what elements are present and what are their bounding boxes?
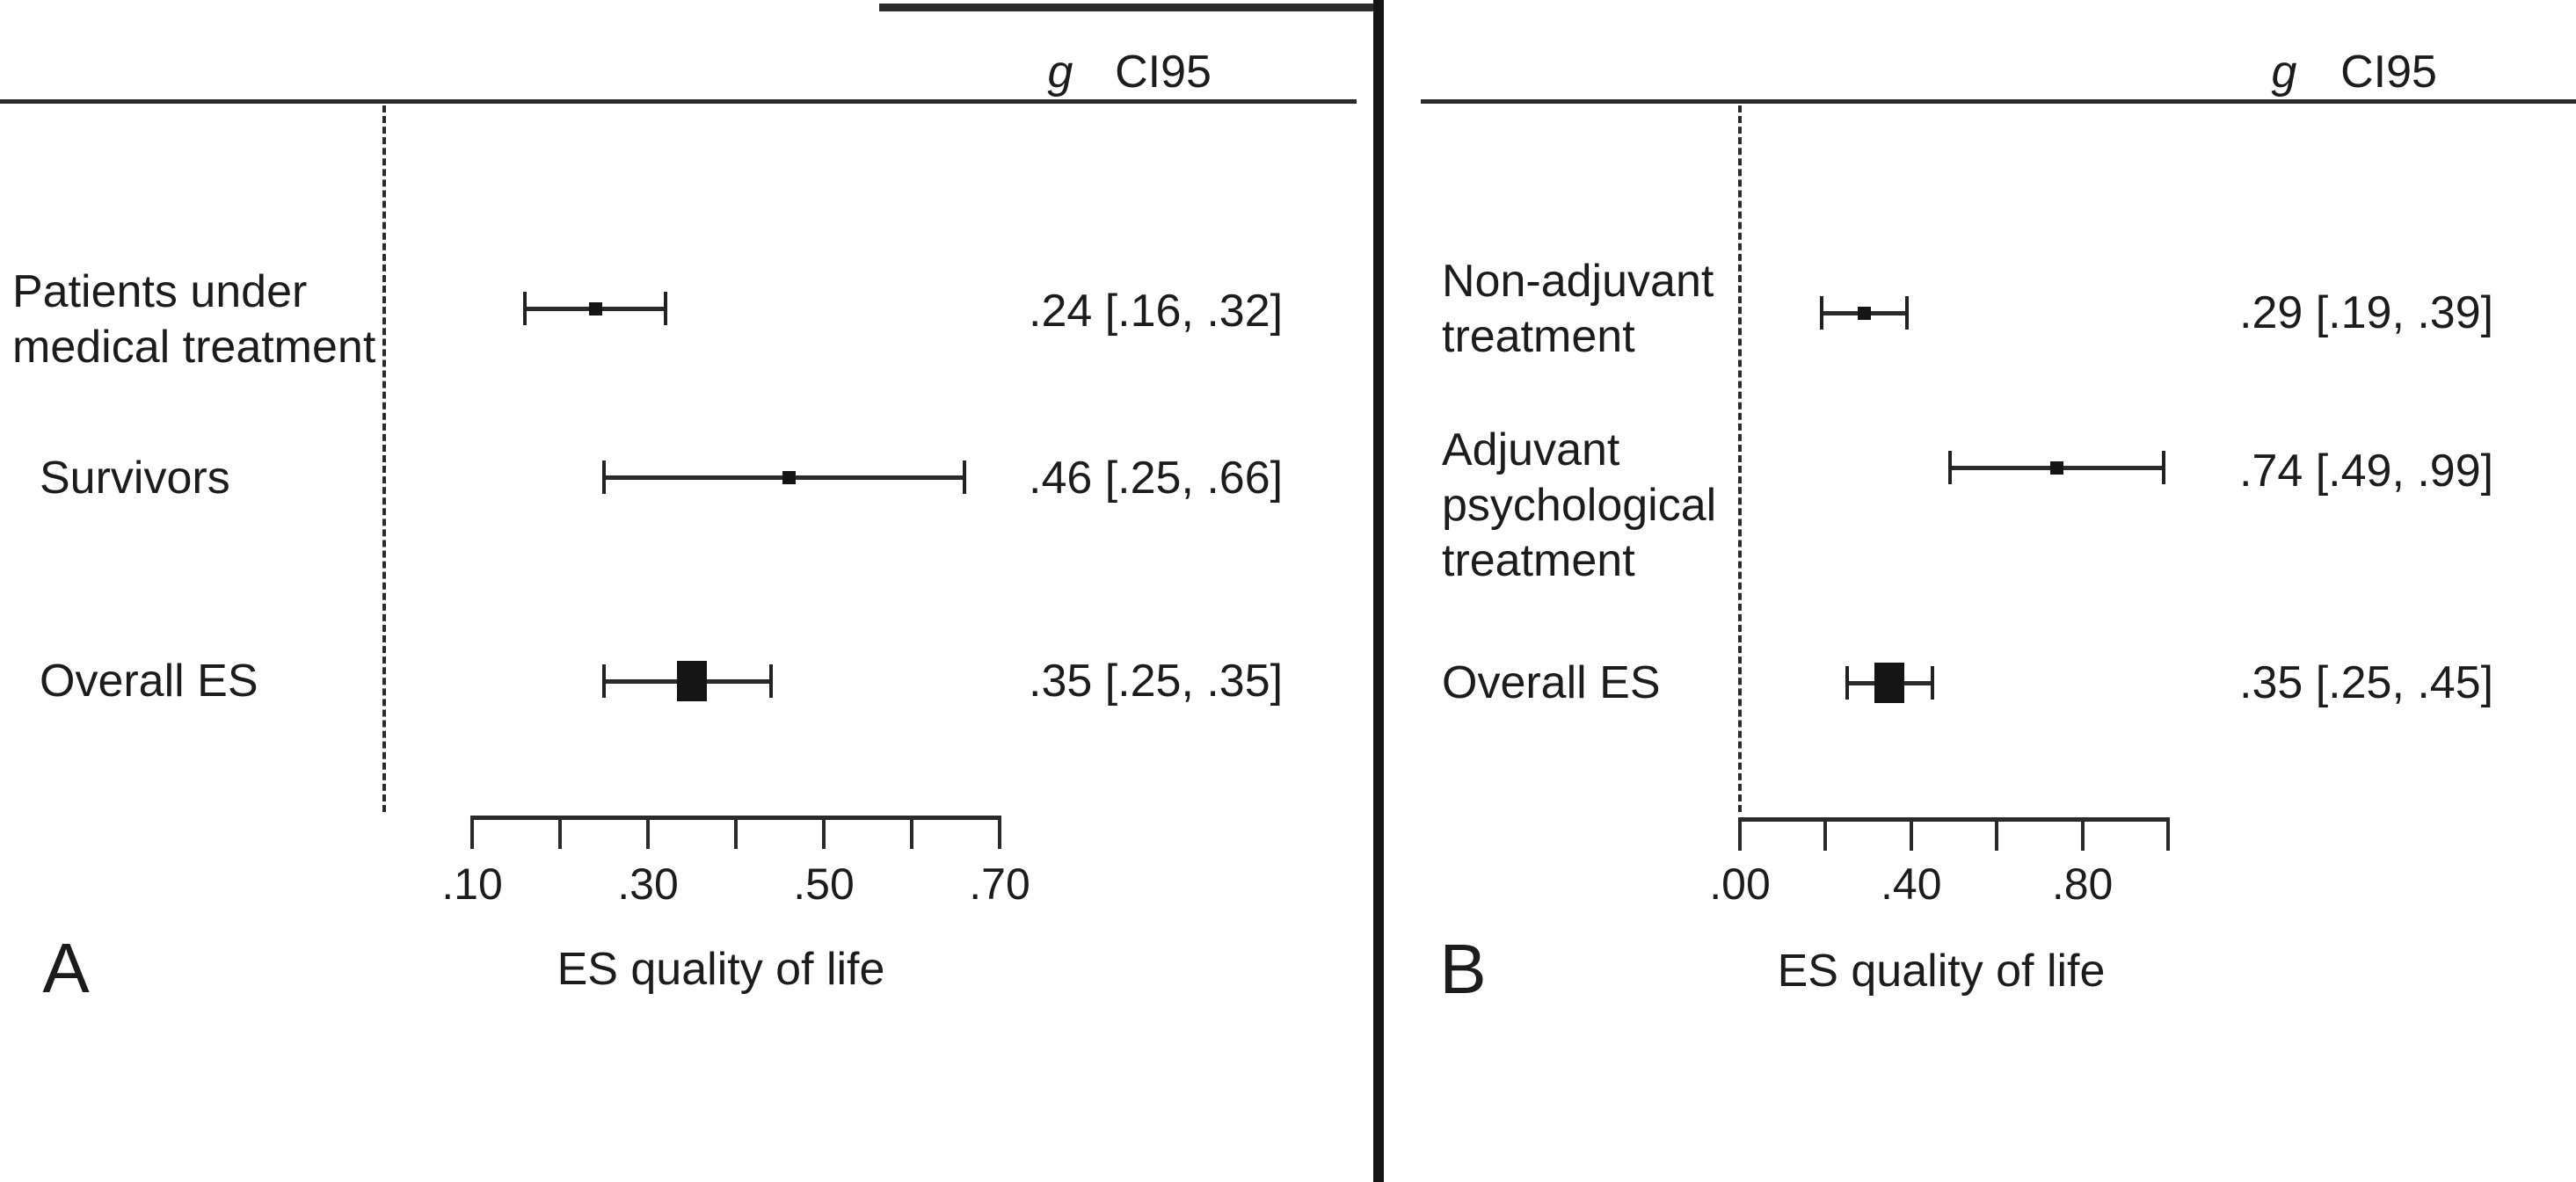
- ci-cap-right: [769, 664, 773, 698]
- x-axis-tick: [558, 816, 562, 849]
- x-axis-tick: [470, 816, 474, 849]
- row-label: Overall ES: [1442, 657, 1661, 708]
- ci-cap-left: [602, 460, 606, 494]
- effect-size-value: .46 [.25, .66]: [1029, 453, 1284, 504]
- ci-cap-right: [2162, 451, 2166, 484]
- x-axis-tick: [1738, 817, 1742, 851]
- effect-size-value: .24 [.16, .32]: [1029, 286, 1284, 337]
- ci-cap-left: [1845, 666, 1849, 700]
- row-label: Patients under medical treatment: [12, 266, 376, 373]
- ci-cap-right: [664, 292, 667, 325]
- x-axis-title: ES quality of life: [557, 944, 885, 995]
- row-label: Survivors: [40, 453, 230, 504]
- ci-cap-left: [602, 664, 606, 698]
- x-axis-line: [1738, 817, 2170, 822]
- row-label: Overall ES: [40, 656, 258, 707]
- panel-letter: A: [42, 929, 90, 1007]
- x-axis-tick: [910, 816, 913, 849]
- x-axis-tick-label: .80: [2051, 859, 2114, 909]
- x-axis-tick: [2080, 817, 2085, 851]
- panel-a-header-rule: [0, 99, 1357, 104]
- panel-divider: [1373, 0, 1384, 1182]
- x-axis-tick-label: .30: [617, 859, 679, 909]
- point-estimate-marker: [588, 301, 602, 315]
- x-axis-tick-label: .50: [793, 859, 855, 909]
- x-axis-tick: [646, 816, 650, 849]
- column-header-ci95: CI95: [2340, 47, 2437, 98]
- overall-effect-marker: [677, 661, 707, 701]
- column-header-g: g: [2271, 47, 2297, 98]
- ci-cap-left: [523, 292, 527, 325]
- x-axis-tick: [1909, 817, 1913, 851]
- zero-reference-line: [382, 105, 386, 812]
- ci-cap-right: [1904, 296, 1909, 330]
- effect-size-value: .35 [.25, .45]: [2239, 657, 2494, 708]
- x-axis-tick: [822, 816, 826, 849]
- column-header-ci95: CI95: [1115, 47, 1212, 98]
- point-estimate-marker: [2049, 460, 2063, 475]
- point-estimate-marker: [1857, 306, 1871, 320]
- overall-effect-marker: [1874, 663, 1905, 703]
- x-axis-tick-label: .70: [969, 859, 1030, 909]
- row-label: Adjuvant psychological treatment: [1442, 424, 1717, 586]
- x-axis-tick: [998, 816, 1001, 849]
- x-axis-tick-label: .40: [1881, 859, 1942, 909]
- panel-a-top-rule: [879, 4, 1373, 11]
- ci-cap-right: [963, 460, 966, 494]
- x-axis-tick-label: .10: [441, 859, 503, 909]
- x-axis-tick: [1995, 817, 1999, 851]
- panel-b-header-rule: [1421, 99, 2576, 104]
- panel-letter: B: [1439, 930, 1487, 1008]
- column-header-g: g: [1047, 47, 1073, 98]
- effect-size-value: .35 [.25, .35]: [1029, 656, 1284, 707]
- x-axis-tick: [1823, 817, 1828, 851]
- point-estimate-marker: [782, 470, 796, 484]
- ci-cap-left: [1819, 296, 1823, 330]
- row-label: Non-adjuvant treatment: [1442, 256, 1714, 362]
- x-axis-tick: [2166, 817, 2170, 851]
- zero-reference-line: [1738, 105, 1742, 812]
- ci-cap-right: [1931, 666, 1935, 700]
- x-axis-title: ES quality of life: [1777, 946, 2106, 997]
- x-axis-tick: [734, 816, 738, 849]
- effect-size-value: .29 [.19, .39]: [2239, 287, 2494, 338]
- ci-cap-left: [1947, 451, 1952, 484]
- effect-size-value: .74 [.49, .99]: [2239, 446, 2494, 497]
- x-axis-tick-label: .00: [1709, 859, 1771, 909]
